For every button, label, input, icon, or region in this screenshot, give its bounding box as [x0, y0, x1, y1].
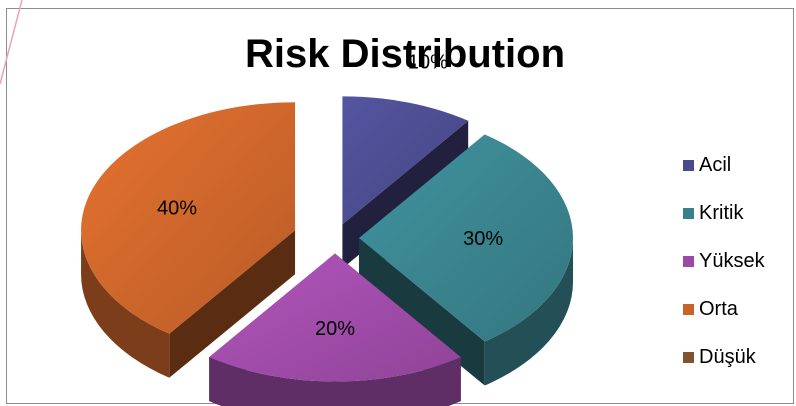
chart-title: Risk Distribution: [244, 32, 566, 76]
legend-swatch: [683, 255, 694, 267]
legend-swatch: [683, 303, 694, 315]
data-label-orta: 40%: [157, 197, 197, 219]
pie-slice-yüksek: [209, 253, 461, 406]
legend-item-kritik: Kritik: [683, 189, 765, 237]
legend-label: Düşük: [699, 345, 756, 368]
legend-swatch: [683, 207, 694, 219]
legend-label: Kritik: [699, 201, 744, 224]
legend-item-orta: Orta: [683, 285, 765, 333]
chart-legend: Acil Kritik Yüksek Orta Düşük: [683, 141, 765, 381]
legend-label: Acil: [699, 153, 732, 176]
legend-item-yüksek: Yüksek: [683, 237, 765, 285]
data-label-kritik: 30%: [463, 228, 503, 250]
data-label-acil: 10%: [408, 51, 448, 73]
legend-swatch: [683, 351, 694, 363]
pie-slice-kritik: [359, 134, 573, 386]
legend-item-düşük: Düşük: [683, 333, 765, 381]
data-label-yüksek: 20%: [315, 318, 355, 340]
pie-slice-orta: [81, 102, 296, 378]
legend-label: Orta: [699, 297, 738, 320]
legend-label: Yüksek: [699, 249, 765, 272]
legend-swatch: [683, 159, 694, 171]
legend-item-acil: Acil: [683, 141, 765, 189]
